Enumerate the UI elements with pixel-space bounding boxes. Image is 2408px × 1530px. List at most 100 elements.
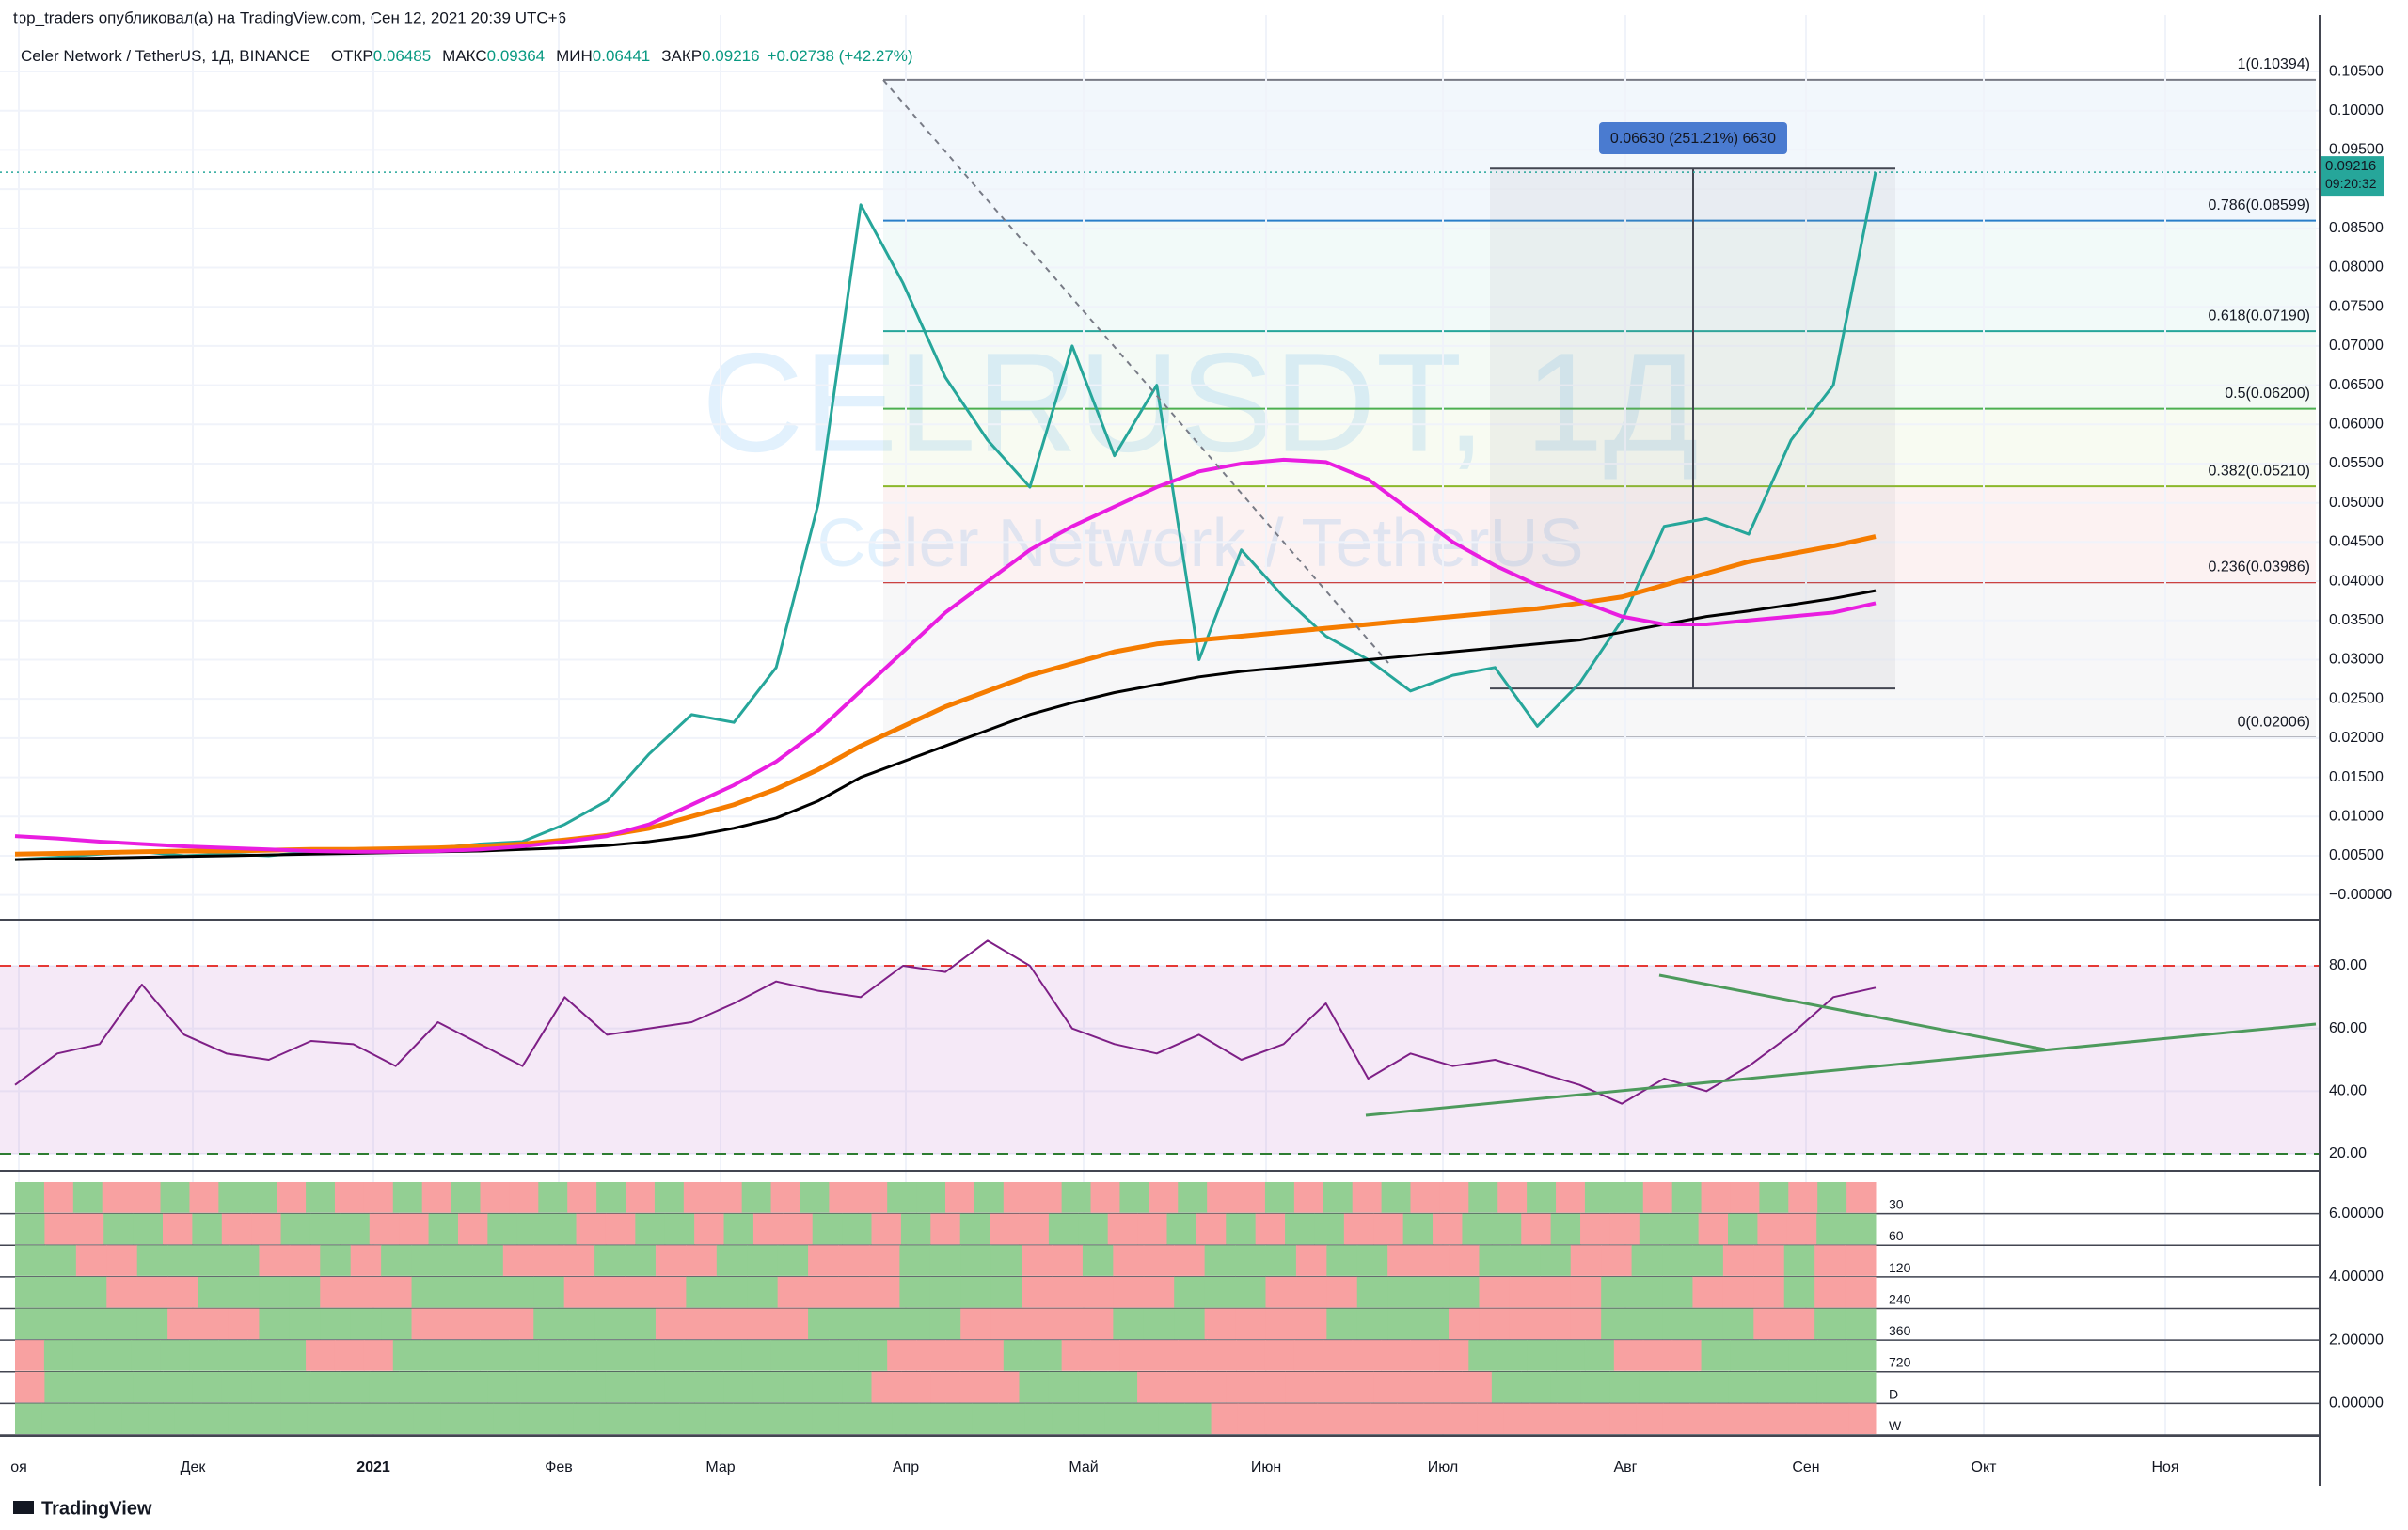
heat-cell — [868, 1245, 900, 1276]
heat-cell — [716, 1276, 748, 1308]
heat-cell — [472, 1245, 504, 1276]
heat-cell — [1143, 1276, 1175, 1308]
heat-row-label: W — [1889, 1418, 1902, 1433]
heat-cell — [990, 1276, 1022, 1308]
heat-cell — [1439, 1182, 1469, 1213]
heat-cell — [133, 1371, 164, 1403]
heat-cell — [72, 1340, 103, 1371]
heat-cell — [1352, 1182, 1383, 1213]
heat-cell — [106, 1245, 138, 1276]
heat-cell — [858, 1340, 888, 1371]
heat-cell — [547, 1403, 574, 1434]
heat-cell — [752, 1213, 784, 1245]
heat-cell — [1462, 1213, 1493, 1245]
fib-label: 1(0.10394) — [2238, 56, 2310, 72]
heat-cell — [1418, 1308, 1450, 1340]
heat-cell — [1373, 1371, 1404, 1403]
heat-cell — [694, 1371, 725, 1403]
heat-cell — [1817, 1340, 1847, 1371]
x-tick-label: Окт — [1972, 1459, 1998, 1475]
heat-cell — [15, 1182, 45, 1213]
heat-cell — [1845, 1245, 1877, 1276]
y-tick-label: 0.00500 — [2329, 847, 2384, 863]
heat-cell — [686, 1245, 718, 1276]
heat-cell — [1728, 1213, 1758, 1245]
heat-cell — [1601, 1276, 1633, 1308]
heat-cell — [777, 1276, 809, 1308]
heat-cell — [387, 1403, 415, 1434]
heat-cell — [664, 1213, 695, 1245]
heat-cell — [1433, 1371, 1463, 1403]
heat-cell — [160, 1182, 190, 1213]
heat-cell — [655, 1308, 687, 1340]
timer: 09:20:32 — [2325, 176, 2377, 191]
heat-cell — [1689, 1403, 1717, 1434]
heat-cell — [812, 1403, 840, 1434]
heat-cell — [1082, 1276, 1114, 1308]
heat-cell — [1786, 1371, 1817, 1403]
heat-cell — [15, 1213, 45, 1245]
heat-cell — [218, 1340, 248, 1371]
y-tick-label: 4.00000 — [2329, 1269, 2384, 1285]
heat-cell — [1293, 1182, 1324, 1213]
heat-cell — [509, 1340, 539, 1371]
heat-cell — [1757, 1371, 1788, 1403]
ohlc-label: МИН — [556, 47, 593, 65]
heat-cell — [686, 1276, 718, 1308]
heat-cell — [428, 1371, 459, 1403]
heat-cell — [1556, 1340, 1586, 1371]
heat-cell — [654, 1182, 685, 1213]
heat-cell — [563, 1276, 595, 1308]
heat-cell — [1397, 1403, 1425, 1434]
heat-cell — [1609, 1213, 1640, 1245]
heat-cell — [1540, 1245, 1572, 1276]
heat-cell — [1265, 1308, 1297, 1340]
heat-cell — [1846, 1340, 1877, 1371]
fib-band — [883, 408, 2316, 487]
heat-row-label: 720 — [1889, 1355, 1911, 1370]
heat-cell — [596, 1182, 626, 1213]
heat-cell — [625, 1276, 657, 1308]
heat-cell — [1032, 1340, 1063, 1371]
heat-cell — [15, 1245, 46, 1276]
heat-cell — [1814, 1308, 1846, 1340]
heat-cell — [1631, 1276, 1663, 1308]
heat-cell — [1759, 1340, 1789, 1371]
heat-cell — [929, 1245, 961, 1276]
heat-cell — [360, 1403, 388, 1434]
heat-cell — [1024, 1403, 1053, 1434]
heat-cell — [533, 1245, 565, 1276]
heat-cell — [635, 1371, 666, 1403]
heat-cell — [1550, 1213, 1581, 1245]
heat-cell — [1166, 1213, 1197, 1245]
heat-cell — [1786, 1213, 1817, 1245]
heat-cell — [716, 1308, 748, 1340]
heat-cell — [892, 1403, 920, 1434]
heat-cell — [1265, 1276, 1297, 1308]
heat-cell — [1061, 1182, 1092, 1213]
heat-cell — [990, 1308, 1022, 1340]
heat-cell — [334, 1403, 361, 1434]
heat-cell — [1540, 1308, 1572, 1340]
heat-cell — [808, 1308, 840, 1340]
heat-cell — [1609, 1371, 1640, 1403]
heat-cell — [1356, 1245, 1388, 1276]
heat-cell — [930, 1213, 961, 1245]
heat-cell — [1343, 1213, 1374, 1245]
heat-cell — [723, 1371, 754, 1403]
heat-cell — [340, 1213, 371, 1245]
heat-cell — [43, 1182, 74, 1213]
heat-cell — [1509, 1308, 1541, 1340]
trend-line — [882, 79, 1389, 664]
y-tick-label: 0.07500 — [2329, 298, 2384, 314]
heat-cell — [1570, 1308, 1602, 1340]
heat-cell — [1479, 1276, 1511, 1308]
heat-cell — [752, 1371, 784, 1403]
heat-cell — [334, 1340, 365, 1371]
x-tick-label: Май — [1069, 1459, 1098, 1475]
heat-cell — [221, 1371, 252, 1403]
moving-average — [14, 589, 1877, 861]
y-tick-label: 0.10500 — [2329, 63, 2384, 79]
x-tick-label: оя — [10, 1459, 27, 1475]
last-price-box — [2321, 156, 2384, 197]
